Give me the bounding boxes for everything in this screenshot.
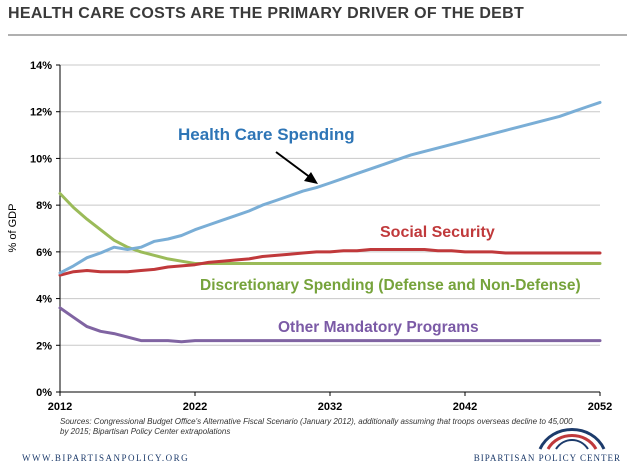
series-label-discretionary: Discretionary Spending (Defense and Non-… xyxy=(200,277,581,294)
sources-note: Sources: Congressional Budget Office's A… xyxy=(60,417,573,436)
series-line-3 xyxy=(58,306,602,344)
y-tick-labels: 0% 2% 4% 6% 8% 10% 12% 14% xyxy=(30,60,52,399)
y-tick-label: 14% xyxy=(30,60,52,72)
series-labels: Health Care Spending Social Security Dis… xyxy=(178,125,581,336)
y-tick-label: 12% xyxy=(30,107,52,119)
series-label-social-security: Social Security xyxy=(380,224,495,241)
series-lines xyxy=(58,100,602,344)
arrow-head xyxy=(304,172,318,184)
series-label-other-mandatory: Other Mandatory Programs xyxy=(278,319,479,336)
footer-org-name: BIPARTISAN POLICY CENTER xyxy=(473,453,621,463)
series-label-health-care: Health Care Spending xyxy=(178,125,355,144)
arrow-shaft xyxy=(275,151,312,179)
x-tick-label: 2012 xyxy=(48,401,72,413)
y-tick-label: 6% xyxy=(36,247,52,259)
x-tick-labels: 2012 2022 2032 2042 2052 xyxy=(48,392,612,413)
y-axis-label: % of GDP xyxy=(7,204,19,253)
page-title: HEALTH CARE COSTS ARE THE PRIMARY DRIVER… xyxy=(8,5,525,22)
chart-axes xyxy=(59,65,600,393)
footer-url-link[interactable]: WWW.BIPARTISANPOLICY.ORG xyxy=(22,453,190,463)
x-tick-label: 2022 xyxy=(183,401,207,413)
x-tick-label: 2032 xyxy=(318,401,342,413)
chart-grid xyxy=(56,64,600,393)
bipartisan-logo-icon xyxy=(538,428,606,450)
x-tick-label: 2052 xyxy=(588,401,612,413)
y-tick-label: 0% xyxy=(36,387,52,399)
y-tick-label: 10% xyxy=(30,153,52,165)
y-tick-label: 4% xyxy=(36,294,52,306)
y-tick-label: 2% xyxy=(36,340,52,352)
annotation-arrow xyxy=(275,151,318,184)
x-tick-label: 2042 xyxy=(453,401,477,413)
series-line-2 xyxy=(58,192,602,265)
series-line-0 xyxy=(58,100,602,275)
series-line-1 xyxy=(58,248,602,277)
y-tick-label: 8% xyxy=(36,200,52,212)
title-divider xyxy=(8,34,627,36)
